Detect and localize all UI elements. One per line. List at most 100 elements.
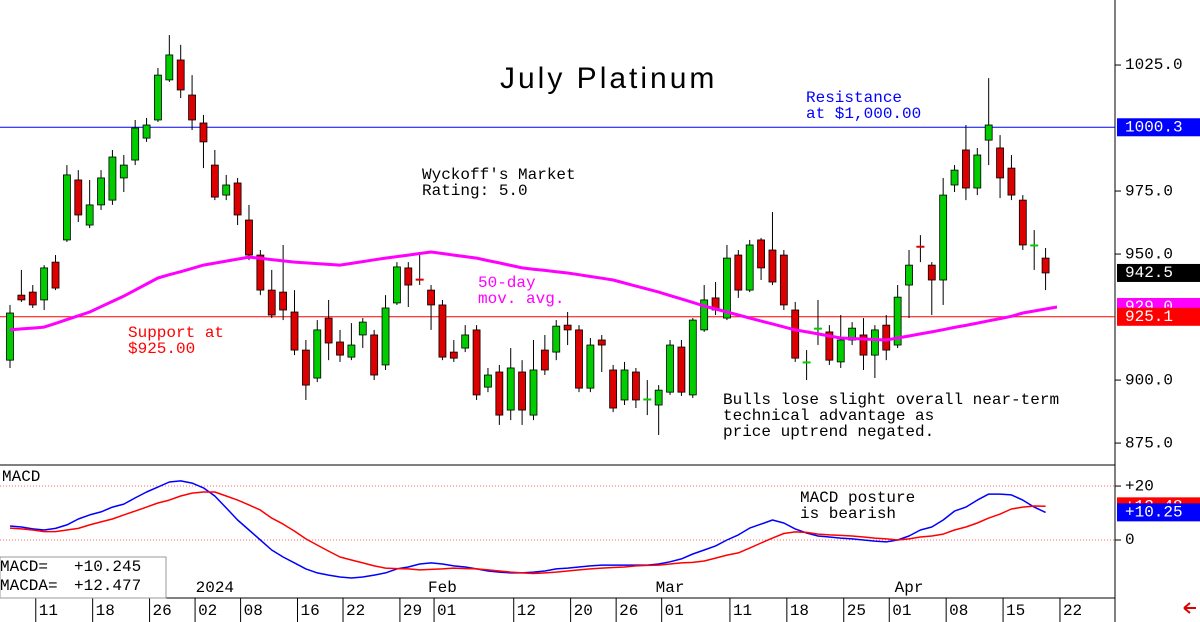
- macd-line: [9, 491, 1046, 575]
- last-price-box: [1117, 263, 1200, 282]
- x-tick-label: 26: [153, 602, 172, 620]
- candle-body: [154, 74, 162, 121]
- candle-body: [1007, 167, 1016, 196]
- candle-body: [870, 329, 879, 356]
- candle-body: [165, 54, 174, 81]
- candle-body: [506, 367, 515, 411]
- candle-body: [370, 334, 379, 376]
- candle-body: [97, 177, 105, 206]
- candle-body: [256, 254, 265, 291]
- candle-body: [950, 169, 959, 186]
- macd-end-label: +10.25: [1125, 504, 1183, 522]
- annotation: is bearish: [800, 505, 896, 523]
- x-tick-label: 16: [301, 602, 320, 620]
- candle-body: [381, 307, 390, 366]
- candle-body: [666, 344, 674, 393]
- level-box: [1117, 118, 1200, 137]
- candle-body: [210, 164, 219, 198]
- candle-body: [131, 127, 140, 161]
- candle-body: [313, 329, 322, 379]
- month-label: 2024: [196, 579, 234, 597]
- candle-body: [63, 174, 71, 241]
- candle-body: [222, 184, 231, 196]
- candle-body: [927, 264, 936, 281]
- x-tick-label: 25: [847, 602, 866, 620]
- candle-body: [336, 341, 344, 356]
- candle-body: [51, 261, 60, 289]
- x-tick-label: 26: [619, 602, 638, 620]
- candle-body: [461, 334, 470, 349]
- candle-body: [245, 219, 253, 256]
- candle-body: [1018, 199, 1027, 246]
- x-tick-label: 15: [1006, 602, 1025, 620]
- month-label: Feb: [428, 579, 457, 597]
- x-tick-label: 02: [198, 602, 217, 620]
- y-tick-label: 975.0: [1125, 182, 1173, 200]
- candle-body: [290, 311, 299, 351]
- candle-body: [267, 289, 276, 316]
- readout-name: MACDA=: [0, 577, 58, 595]
- level-box: [1117, 307, 1200, 326]
- candle-body: [347, 344, 356, 358]
- x-tick-label: 11: [733, 602, 752, 620]
- annotation: Support at: [128, 324, 224, 342]
- macd-end-box: [1117, 503, 1200, 522]
- candle-body: [620, 369, 629, 401]
- annotation: MACD posture: [800, 489, 915, 507]
- candle-body: [734, 254, 743, 291]
- level-label: 925.1: [1125, 308, 1173, 326]
- candle-body: [85, 204, 94, 226]
- x-tick-label: 01: [892, 602, 911, 620]
- annotation: $925.00: [128, 340, 195, 358]
- x-tick-label: 20: [574, 602, 593, 620]
- y-tick-label: 950.0: [1125, 245, 1173, 263]
- candle-body: [74, 179, 83, 216]
- readout-box: [0, 556, 167, 599]
- scroll-arrow-icon[interactable]: [1183, 602, 1196, 614]
- candle-body: [324, 317, 333, 344]
- candle-body: [188, 94, 196, 121]
- candle-body: [688, 319, 697, 396]
- candle-body: [973, 154, 982, 189]
- candle-body: [28, 291, 37, 306]
- candle-body: [438, 304, 447, 358]
- y-tick-label: +20: [1125, 477, 1154, 495]
- x-tick-label: 08: [949, 602, 968, 620]
- candle-body: [768, 249, 777, 283]
- candle-body: [119, 164, 128, 179]
- candle-body: [962, 149, 970, 189]
- readout-name: MACD=: [0, 558, 48, 576]
- candle-body: [836, 339, 845, 363]
- candle-body: [472, 329, 481, 396]
- candle-body: [745, 244, 754, 291]
- candle-body: [108, 156, 117, 201]
- candle-body: [529, 369, 538, 416]
- candle-body: [632, 371, 640, 401]
- x-tick-label: 11: [39, 602, 58, 620]
- candle-body: [540, 349, 549, 371]
- candle-body: [6, 312, 14, 361]
- candle-body: [757, 239, 765, 269]
- month-label: Apr: [895, 579, 924, 597]
- x-tick-label: 01: [665, 602, 684, 620]
- candle-body: [984, 124, 993, 141]
- candle-body: [142, 124, 151, 139]
- x-tick-label: 22: [1063, 602, 1082, 620]
- y-tick-label: 1025.0: [1125, 56, 1183, 74]
- y-tick-label: 875.0: [1125, 434, 1173, 452]
- candle-body: [791, 309, 800, 359]
- annotation: technical advantage as: [723, 407, 934, 425]
- annotation: price uptrend negated.: [723, 423, 934, 441]
- candle-body: [575, 329, 583, 389]
- candle-body: [484, 374, 492, 388]
- candle-body: [700, 299, 709, 331]
- x-tick-label: 18: [790, 602, 809, 620]
- chart-title: July Platinum: [500, 62, 717, 95]
- x-tick-label: 01: [437, 602, 456, 620]
- annotation: Rating: 5.0: [422, 182, 528, 200]
- candle-body: [176, 59, 185, 91]
- candle-body: [233, 182, 242, 216]
- candle-body: [654, 389, 663, 406]
- x-tick-label: 29: [403, 602, 422, 620]
